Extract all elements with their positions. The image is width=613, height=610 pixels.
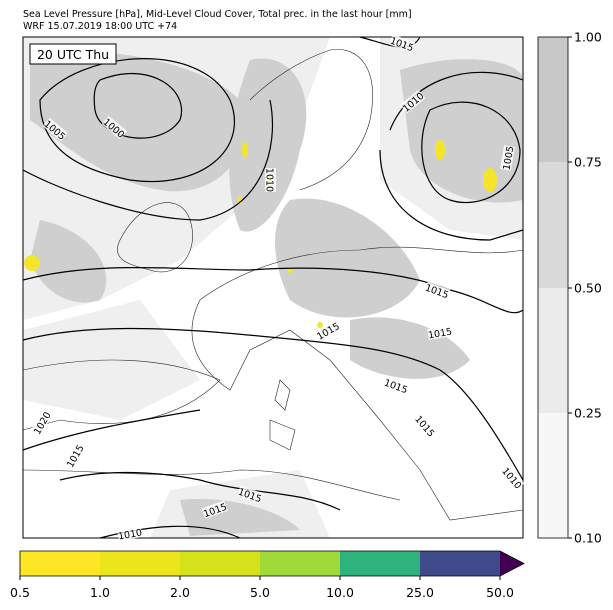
isobar-label-bg [500, 464, 525, 491]
isobar-label-bg [427, 325, 453, 341]
cloud-colorbar [537, 36, 569, 539]
colorbar-tick-label: 50.0 [486, 585, 514, 600]
isobar-label: 1005 [501, 145, 516, 171]
colorbar-tick-label: 1.0 [90, 585, 110, 600]
isobar-label-bg [413, 412, 438, 439]
isobar-label-bg [424, 281, 451, 300]
colorbar-segment [180, 551, 260, 576]
colorbar-tick-label: 0.25 [574, 406, 602, 421]
colorbar-segment [538, 413, 568, 538]
colorbar-tick-label: 0.75 [574, 155, 602, 170]
isobar-label-bg [389, 34, 416, 53]
colorbar-segment [538, 162, 568, 288]
colorbar-tick-label: 2.0 [170, 585, 190, 600]
isobar-label-bg [30, 409, 53, 436]
subtitle: WRF 15.07.2019 18:00 UTC +74 [23, 21, 177, 32]
colorbar-frame [19, 550, 525, 577]
isobar-label-bg [237, 485, 264, 504]
isobar-label-bg [42, 117, 69, 142]
colorbar-segment [420, 551, 500, 576]
colorbar-tick-label: 0.5 [10, 585, 30, 600]
colorbar-segment [538, 37, 568, 162]
isobar-label-bg [383, 376, 410, 395]
colorbar-segment [340, 551, 420, 576]
colorbar-tick-label: 0.50 [574, 281, 602, 296]
colorbar-extension [500, 551, 524, 576]
isobar-label-bg [63, 442, 86, 469]
colorbar-segment [260, 551, 340, 576]
colorbar-tick-label: 25.0 [406, 585, 434, 600]
colorbar-tick-label: 1.00 [574, 30, 602, 45]
colorbar-tick-label: 5.0 [250, 585, 270, 600]
isobar-label: 1010 [117, 527, 143, 542]
isobars [22, 36, 524, 539]
isobar-label: 1015 [427, 326, 453, 341]
isobar-label: 1010 [264, 168, 275, 192]
isobar-label-bg [314, 319, 341, 342]
precip-colorbar [19, 550, 525, 577]
colorbar-segment [20, 551, 100, 576]
title: Sea Level Pressure [hPa], Mid-Level Clou… [23, 9, 412, 20]
colorbar-segment [100, 551, 180, 576]
colorbar-segment [538, 288, 568, 413]
time-label: 20 UTC Thu [37, 47, 109, 62]
isobar-label-bg [201, 500, 228, 519]
map-frame [22, 36, 524, 539]
isobar-label-bg [101, 115, 128, 140]
time-label-box [29, 43, 117, 65]
isobar-label-bg [399, 89, 426, 114]
colorbar-tick-label: 0.10 [574, 531, 602, 546]
cloud-dark [30, 52, 523, 536]
coastlines [22, 49, 524, 521]
isobar-label-bg [117, 526, 143, 542]
colorbar-tick-label: 10.0 [326, 585, 354, 600]
isobar-label-bg [500, 145, 516, 171]
isobar-label-bg [265, 168, 276, 192]
map: 20 UTC Thu [22, 36, 524, 539]
